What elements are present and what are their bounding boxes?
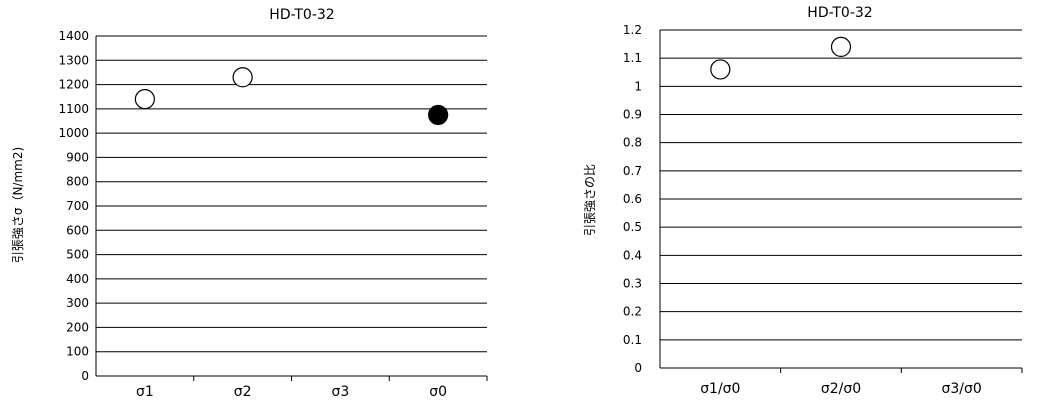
- gridlines: [96, 35, 487, 353]
- y-tick-label: 1.1: [623, 51, 642, 65]
- y-tick-label: 600: [66, 223, 89, 237]
- data-points: [134, 67, 449, 126]
- chart-strength-ratio: HD-T0-32 引張強さの比 0 0.1 0.2 0.3 0.4 0.5 0.6 0.7 0.…: [583, 5, 1023, 397]
- y-tick-label: 1400: [58, 29, 89, 43]
- y-tick-label: 1.2: [623, 23, 642, 37]
- x-tick-label: σ1/σ0: [700, 381, 740, 397]
- y-tick-label: 900: [66, 150, 89, 164]
- chart-title: HD-T0-32: [269, 7, 334, 23]
- data-point: [428, 104, 449, 126]
- x-tick-label: σ1: [136, 384, 154, 400]
- y-tick-label: 0.4: [623, 248, 642, 262]
- data-point: [232, 67, 253, 88]
- y-tick-label: 300: [66, 296, 89, 310]
- y-tick-label: 1100: [58, 102, 89, 116]
- x-tick-labels: σ1 σ2 σ3 σ0: [136, 384, 447, 400]
- y-tick-label: 0.3: [623, 277, 642, 291]
- y-tick-label: 0.2: [623, 305, 642, 319]
- y-tick-label: 0.1: [623, 333, 642, 347]
- y-tick-label: 0.7: [623, 164, 642, 178]
- y-tick-label: 0.5: [623, 220, 642, 234]
- y-tick-label: 0.8: [623, 136, 642, 150]
- y-axis-label: 引張強さσ（N/mm2): [11, 147, 25, 263]
- x-tick-label: σ3: [331, 384, 349, 400]
- y-tick-label: 400: [66, 272, 89, 286]
- y-tick-label: 0.6: [623, 192, 642, 206]
- y-tick-label: 200: [66, 320, 89, 334]
- x-tick-label: σ0: [429, 384, 447, 400]
- y-tick-label: 1200: [58, 78, 89, 92]
- y-tick-label: 1300: [58, 53, 89, 67]
- x-tick-label: σ3/σ0: [942, 381, 982, 397]
- chart-title: HD-T0-32: [807, 5, 872, 21]
- y-tick-labels: 0 0.1 0.2 0.3 0.4 0.5 0.6 0.7 0.8 0.9 1 1.1 1.2: [623, 23, 642, 375]
- y-tick-label: 500: [66, 248, 89, 262]
- axes: [95, 36, 488, 381]
- y-tick-label: 0: [81, 369, 89, 383]
- data-point: [134, 89, 155, 110]
- y-tick-label: 0.9: [623, 108, 642, 122]
- data-point: [710, 59, 731, 80]
- y-tick-label: 100: [66, 345, 89, 359]
- chart-tensile-strength: HD-T0-32 引張強さσ（N/mm2) 0 100 200 300 400 500 60…: [11, 7, 488, 400]
- x-tick-labels: σ1/σ0 σ2/σ0 σ3/σ0: [700, 381, 982, 397]
- y-tick-label: 1000: [58, 126, 89, 140]
- y-tick-label: 1: [634, 79, 642, 93]
- y-tick-label: 700: [66, 199, 89, 213]
- x-tick-label: σ2/σ0: [821, 381, 861, 397]
- data-points: [710, 36, 852, 80]
- y-tick-label: 0: [634, 361, 642, 375]
- x-tick-label: σ2: [234, 384, 252, 400]
- gridlines: [660, 29, 1022, 341]
- y-axis-label: 引張強さの比: [583, 164, 597, 236]
- y-tick-label: 800: [66, 175, 89, 189]
- axes: [659, 30, 1023, 373]
- y-tick-labels: 0 100 200 300 400 500 600 700 800 900 1000 1100 1200…: [58, 29, 89, 383]
- data-point: [830, 36, 852, 58]
